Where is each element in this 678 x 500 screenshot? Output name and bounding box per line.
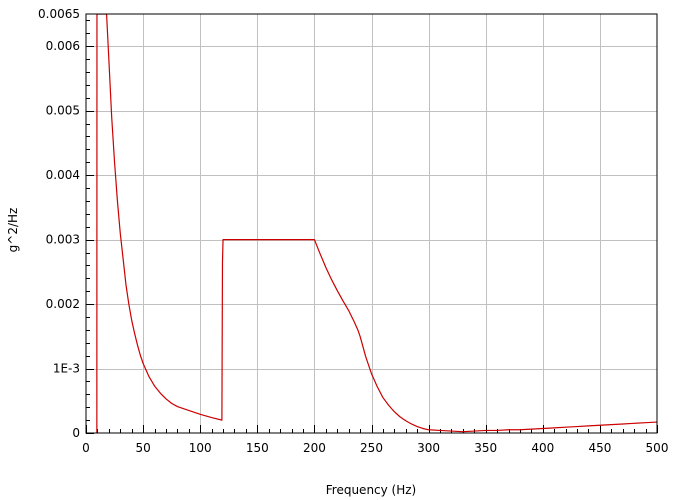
x-tick-labels: 0 50 100 150 200 250 300 350 400 450 500 (82, 441, 668, 455)
x-tick-label: 250 (360, 441, 383, 455)
x-tick-label: 0 (82, 441, 90, 455)
plot-frame (85, 13, 658, 434)
grid (86, 14, 657, 433)
tick-marks (86, 20, 658, 434)
y-tick-label: 1E-3 (53, 362, 80, 376)
y-tick-label: 0.0065 (38, 7, 80, 21)
x-tick-label: 400 (531, 441, 554, 455)
y-tick-label: 0.004 (46, 168, 80, 182)
x-tick-label: 450 (588, 441, 611, 455)
series-line (96, 14, 657, 433)
x-tick-label: 200 (303, 441, 326, 455)
x-tick-label: 50 (135, 441, 150, 455)
y-axis-title: g^2/Hz (6, 208, 20, 253)
x-tick-label: 350 (474, 441, 497, 455)
y-tick-label: 0.002 (46, 297, 80, 311)
x-tick-label: 300 (417, 441, 440, 455)
y-tick-label: 0.006 (46, 39, 80, 53)
y-tick-label: 0.003 (46, 233, 80, 247)
x-tick-label: 150 (246, 441, 269, 455)
series-layer (96, 14, 657, 433)
x-tick-label: 500 (646, 441, 669, 455)
y-tick-label: 0 (72, 426, 80, 440)
x-tick-label: 100 (189, 441, 212, 455)
y-tick-labels: 0 1E-3 0.002 0.003 0.004 0.005 0.006 0.0065 (38, 7, 80, 440)
y-tick-label: 0.005 (46, 104, 80, 118)
x-axis-title: Frequency (Hz) (326, 483, 417, 497)
